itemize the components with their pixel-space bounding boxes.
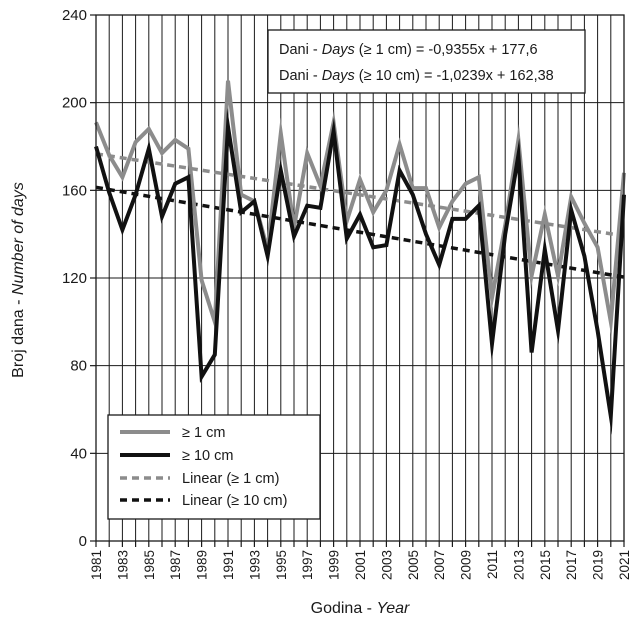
x-tick-label: 2003	[379, 550, 394, 580]
y-tick-label: 0	[79, 533, 87, 550]
x-tick-label: 1987	[168, 550, 183, 580]
series-lines	[94, 80, 626, 435]
equation-ge10: Dani - Days (≥ 10 cm) = -1,0239x + 162,3…	[279, 68, 554, 84]
y-tick-label: 240	[62, 7, 87, 24]
x-tick-label: 1999	[327, 550, 342, 580]
legend-label-ge10: ≥ 10 cm	[182, 448, 233, 464]
y-tick-label: 120	[62, 270, 87, 287]
x-tick-label: 2017	[564, 550, 579, 580]
y-tick-label: 80	[70, 358, 87, 375]
equation-box-frame	[267, 29, 586, 94]
x-axis-title: Godina - Year	[311, 600, 410, 617]
x-tick-label: 2007	[432, 550, 447, 580]
x-tick-label: 1981	[89, 550, 104, 580]
x-tick-label: 2021	[617, 550, 630, 580]
y-tick-label: 40	[70, 445, 87, 462]
x-tick-label: 2015	[538, 550, 553, 580]
x-tick-label: 1991	[221, 550, 236, 580]
y-tick-label: 200	[62, 95, 87, 112]
legend: ≥ 1 cm ≥ 10 cm Linear (≥ 1 cm) Linear (≥…	[107, 414, 321, 520]
x-tick-label: 1983	[115, 550, 130, 580]
x-tick-label: 2013	[511, 550, 526, 580]
x-tick-label: 2011	[485, 550, 500, 579]
x-tick-label: 1985	[142, 550, 157, 580]
series-line-ge10	[94, 107, 626, 435]
axes: 0 40 80 120 160 200 240 1981 1983 1985 1987 1989 199…	[62, 7, 630, 580]
equation-ge1: Dani - Days (≥ 1 cm) = -0,9355x + 177,6	[279, 42, 538, 58]
x-tick-label: 2001	[353, 550, 368, 580]
x-tick-label: 2009	[459, 550, 474, 580]
x-tick-label: 1993	[247, 550, 262, 580]
y-axis-title: Broj dana - Number of days	[10, 182, 27, 378]
trendline-ge1	[95, 152, 625, 238]
x-tick-label: 2019	[591, 550, 606, 580]
legend-label-linear-ge1: Linear (≥ 1 cm)	[182, 471, 279, 487]
y-tick-label: 160	[62, 182, 87, 199]
legend-label-linear-ge10: Linear (≥ 10 cm)	[182, 493, 287, 509]
x-tick-label: 1997	[300, 550, 315, 580]
legend-label-ge1: ≥ 1 cm	[182, 425, 225, 441]
series-line-ge1	[94, 80, 626, 338]
equation-box: Dani - Days (≥ 1 cm) = -0,9355x + 177,6 …	[267, 29, 586, 94]
x-tick-label: 1995	[274, 550, 289, 580]
x-tick-label: 1989	[195, 550, 210, 580]
x-tick-label: 2005	[406, 550, 421, 580]
